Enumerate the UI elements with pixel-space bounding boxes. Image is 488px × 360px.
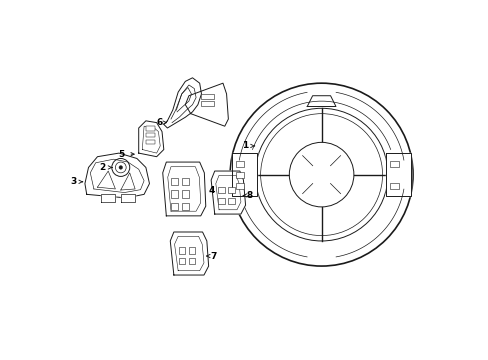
Bar: [145, 133, 155, 137]
Bar: [170, 190, 178, 198]
Circle shape: [112, 158, 129, 176]
Bar: [179, 258, 185, 264]
Polygon shape: [121, 194, 135, 202]
Polygon shape: [139, 121, 163, 157]
Bar: [218, 187, 224, 193]
Text: 8: 8: [246, 191, 252, 200]
Polygon shape: [306, 96, 335, 107]
Polygon shape: [386, 153, 410, 196]
Bar: [389, 183, 398, 189]
Bar: [145, 126, 155, 131]
Text: 7: 7: [210, 252, 217, 261]
Bar: [235, 183, 244, 189]
Bar: [228, 198, 234, 204]
Polygon shape: [101, 194, 115, 202]
Text: 1: 1: [242, 141, 248, 150]
Polygon shape: [231, 153, 257, 196]
Text: 6: 6: [156, 118, 162, 127]
Bar: [170, 178, 178, 185]
Polygon shape: [185, 83, 228, 126]
Circle shape: [289, 142, 353, 207]
Bar: [182, 178, 189, 185]
Bar: [179, 247, 185, 253]
Bar: [145, 140, 155, 144]
Text: 2: 2: [100, 163, 106, 172]
Bar: [228, 187, 234, 193]
Polygon shape: [211, 171, 245, 214]
Bar: [201, 101, 214, 107]
Polygon shape: [85, 153, 149, 198]
Circle shape: [119, 166, 122, 169]
Bar: [170, 203, 178, 210]
Text: 3: 3: [70, 177, 76, 186]
Polygon shape: [163, 78, 201, 128]
Text: 4: 4: [208, 185, 214, 194]
Bar: [182, 203, 189, 210]
Polygon shape: [170, 232, 208, 275]
Bar: [201, 94, 214, 99]
Bar: [188, 247, 195, 253]
Bar: [389, 161, 398, 167]
Text: 5: 5: [119, 150, 125, 159]
Polygon shape: [121, 173, 135, 190]
Bar: [235, 172, 244, 178]
Bar: [188, 258, 195, 264]
Bar: [182, 190, 189, 198]
Polygon shape: [97, 171, 115, 189]
Polygon shape: [163, 162, 205, 216]
Bar: [235, 161, 244, 167]
Bar: [218, 198, 224, 204]
